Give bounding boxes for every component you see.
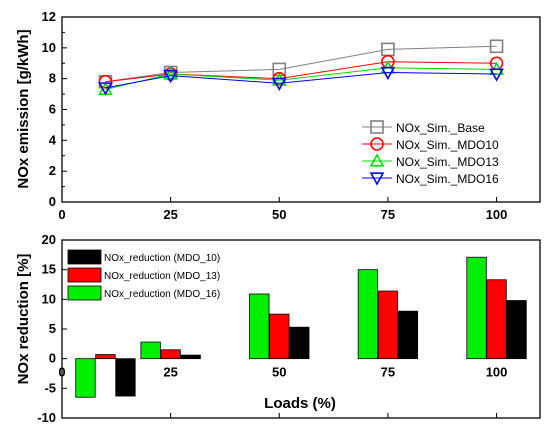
- top-x-tick-label: 75: [381, 207, 395, 222]
- bottom-y-tick-label: 20: [42, 232, 56, 247]
- bottom-legend: NOx_reduction (MDO_10) NOx_reduction (MDO…: [67, 249, 220, 301]
- bottom-y-tick-label: 0: [49, 351, 56, 366]
- bottom-bar-1-4: [486, 279, 507, 360]
- top-legend-marker-1: [370, 137, 384, 151]
- top-legend-marker-2: [369, 153, 385, 167]
- bottom-x-tick-label: 50: [272, 364, 286, 379]
- bottom-bars-group: [75, 256, 527, 398]
- bottom-x-tick-label: 0: [58, 364, 65, 379]
- bottom-bar-0-0: [115, 358, 136, 397]
- bottom-legend-label-1: NOx_reduction (MDO_13): [104, 271, 220, 282]
- bottom-chart: NOx reduction [%] Loads (%) -10-50510152…: [15, 232, 541, 425]
- bottom-y-tick-label: 5: [49, 321, 56, 336]
- bottom-legend-label-0: NOx_reduction (MDO_10): [104, 253, 220, 264]
- top-chart: NOx emission [g/kWh] 0 2 4 6 8 10 12 0 25 50 75 100…: [15, 9, 541, 222]
- bottom-y-axis-title: NOx reduction [%]: [15, 254, 32, 385]
- top-y-tick-label: 12: [42, 9, 56, 24]
- bottom-bar-2-3: [357, 269, 379, 360]
- bottom-x-tick-label: 75: [381, 364, 395, 379]
- top-legend-marker-3: [369, 172, 385, 186]
- top-series-marker-3: [163, 69, 178, 84]
- top-y-axis-title: NOx emission [g/kWh]: [15, 29, 32, 188]
- top-y-tick-label: 8: [49, 71, 56, 86]
- top-y-tick-label: 6: [49, 102, 56, 117]
- top-x-tick-label: 100: [486, 207, 508, 222]
- bottom-bar-2-1: [140, 341, 161, 360]
- bottom-bar-0-3: [397, 310, 419, 360]
- top-series-marker-2: [163, 66, 178, 80]
- top-series-marker-3: [271, 77, 287, 91]
- top-legend-label-0: NOx_Sim._Base: [396, 121, 485, 135]
- top-x-tick-label: 0: [58, 207, 65, 222]
- bottom-bar-2-4: [466, 256, 487, 360]
- bottom-legend-swatch-2: [67, 285, 102, 301]
- top-y-tick-label: 4: [49, 132, 57, 147]
- bottom-bar-1-3: [377, 290, 399, 360]
- bottom-bar-0-4: [506, 300, 527, 360]
- top-y-tick-label: 10: [42, 40, 56, 55]
- top-x-tick-label: 50: [272, 207, 286, 222]
- top-legend-label-1: NOx_Sim._MDO10: [396, 138, 499, 152]
- bottom-y-tick-label: -10: [37, 410, 56, 425]
- top-series-marker-0: [489, 39, 504, 54]
- bottom-y-tick-label: 10: [42, 291, 56, 306]
- bottom-y-tick-label: 15: [42, 262, 56, 277]
- bottom-legend-swatch-1: [67, 267, 102, 283]
- top-series-group: [98, 39, 504, 96]
- bottom-bar-2-2: [249, 293, 270, 360]
- top-series-marker-3: [489, 68, 504, 82]
- bottom-bar-1-2: [269, 313, 290, 360]
- bottom-bar-1-1: [160, 349, 181, 360]
- top-legend-label-2: NOx_Sim._MDO13: [396, 155, 499, 169]
- top-y-tick-label: 0: [49, 194, 56, 209]
- bottom-legend-label-2: NOx_reduction (MDO_16): [104, 289, 220, 300]
- bottom-bar-0-2: [289, 326, 310, 360]
- bottom-bar-2-0: [75, 358, 96, 398]
- bottom-bar-1-0: [95, 354, 116, 360]
- top-series-marker-3: [98, 82, 113, 96]
- top-series-line-3: [105, 71, 497, 89]
- top-series-marker-3: [380, 66, 396, 81]
- bottom-x-axis-title: Loads (%): [264, 395, 336, 412]
- top-legend: NOx_Sim._Base NOx_Sim._MDO10 NOx_Sim._MDO1…: [362, 120, 499, 186]
- bottom-y-tick-label: -5: [44, 380, 56, 395]
- bottom-legend-swatch-0: [67, 249, 102, 265]
- top-series-marker-2: [271, 72, 287, 86]
- bottom-x-tick-label: 25: [163, 364, 177, 379]
- top-legend-label-3: NOx_Sim._MDO16: [396, 172, 499, 186]
- top-x-tick-label: 25: [163, 207, 177, 222]
- top-series-line-0: [105, 45, 497, 83]
- bottom-bar-0-1: [180, 354, 201, 360]
- bottom-x-tick-label: 100: [486, 364, 508, 379]
- top-legend-marker-0: [370, 120, 384, 134]
- top-series-line-2: [105, 67, 497, 90]
- top-axes: 0 2 4 6 8 10 12 0 25 50 75 100: [42, 9, 508, 222]
- top-y-tick-label: 2: [49, 163, 56, 178]
